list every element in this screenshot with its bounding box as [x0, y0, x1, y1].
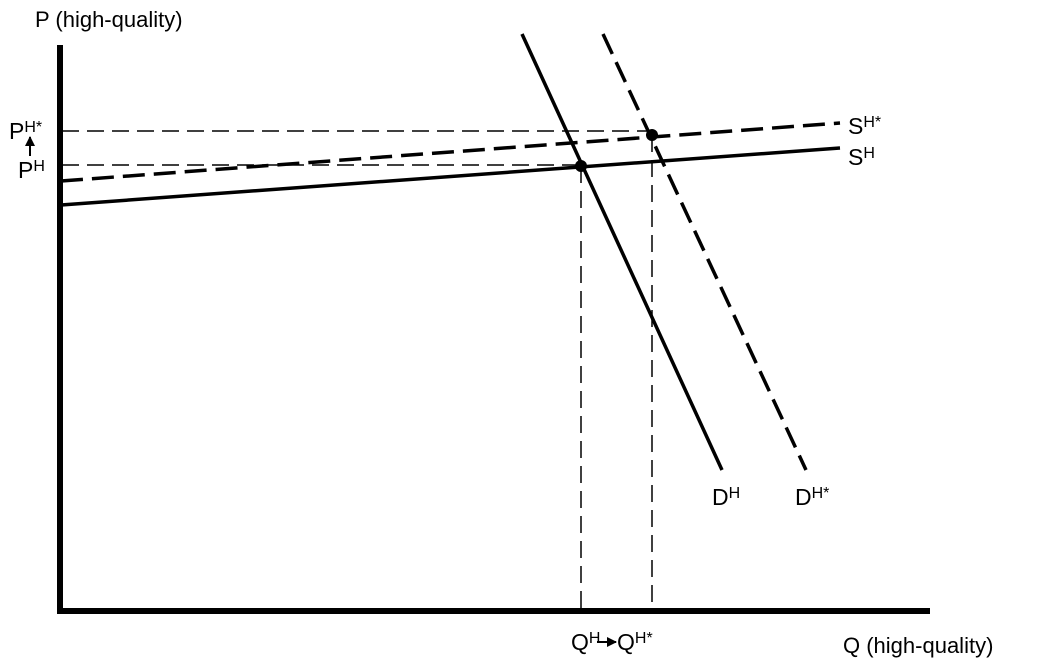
quantity-new-label: QH*: [617, 629, 653, 655]
supply-curve-new: [60, 121, 841, 183]
y-axis-title: P (high-quality): [35, 7, 183, 32]
price-original-label: PH: [18, 157, 45, 183]
demand-new-label: DH*: [795, 484, 829, 510]
price-new-label: PH*: [9, 118, 42, 144]
supply-original-label: SH: [848, 144, 875, 170]
supply-new-label: SH*: [848, 113, 881, 139]
demand-original-label: DH: [712, 484, 740, 510]
demand-curve-original: [520, 33, 724, 471]
equilibrium-point-new: [646, 129, 658, 141]
demand-curve-new: [601, 33, 808, 471]
equilibrium-point-original: [575, 160, 587, 172]
quantity-original-label: QH: [571, 629, 600, 655]
supply-curve-original: [60, 146, 841, 207]
x-axis-title: Q (high-quality): [843, 633, 993, 658]
